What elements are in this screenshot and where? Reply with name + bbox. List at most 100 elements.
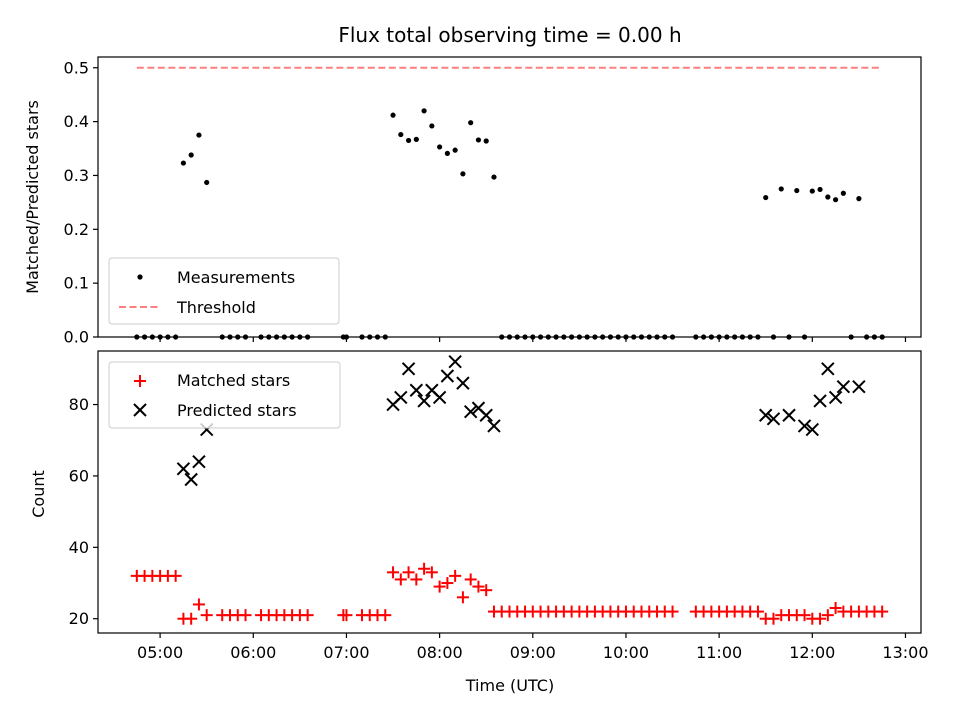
predicted-star-point (766, 412, 781, 426)
predicted-star-point (821, 362, 835, 376)
top-y-ticks: 0.0 0.1 0.2 0.3 0.4 0.5 (64, 58, 98, 347)
top-axes-frame (97, 56, 922, 338)
bottom-y-ticks: 20 40 60 80 (69, 395, 98, 628)
y-tick-label: 60 (69, 466, 89, 485)
measurement-point (398, 131, 404, 138)
matched-star-point (402, 566, 415, 579)
measurement-point (204, 179, 210, 186)
matched-star-point (798, 609, 811, 622)
bottom-panel: 20 40 60 80 05:00 06:00 07:00 08:00 09:00 10:00 1… (29, 350, 929, 695)
x-axis-label: Time (UTC) (465, 676, 554, 695)
measurement-point (421, 108, 427, 114)
matched-star-point (449, 569, 462, 582)
legend-predicted-marker (133, 403, 147, 417)
matched-star-point (239, 609, 252, 622)
matched-star-point (480, 584, 493, 597)
predicted-star-point (759, 408, 773, 422)
matched-star-point (433, 580, 446, 593)
matched-star-point (192, 598, 205, 611)
measurement-point (468, 120, 474, 126)
matched-star-point (425, 566, 438, 579)
bottom-axes-frame (97, 350, 922, 634)
predicted-star-point (417, 394, 431, 408)
x-tick-label: 10:00 (603, 643, 649, 662)
predicted-star-point (184, 472, 198, 487)
x-tick-label: 06:00 (230, 643, 276, 662)
predicted-star-point (440, 369, 455, 383)
measurement-point (840, 190, 846, 196)
y-tick-label: 0.2 (64, 220, 89, 239)
top-legend-box (108, 257, 340, 325)
measurement-point (794, 187, 800, 194)
measurement-point (390, 112, 396, 118)
x-tick-label: 08:00 (417, 643, 463, 662)
y-tick-label: 0.3 (64, 166, 89, 185)
predicted-star-point (409, 383, 424, 397)
measurement-point (452, 147, 458, 153)
matched-star-point (456, 591, 469, 604)
measurement-point (475, 137, 482, 143)
matched-star-point (410, 573, 423, 586)
predicted-star-point (456, 376, 470, 390)
matched-star-point (472, 580, 485, 593)
measurement-point (437, 144, 443, 150)
measurement-point (483, 138, 489, 144)
y-tick-label: 0.0 (64, 328, 89, 347)
legend-measurements-marker (137, 274, 143, 280)
predicted-star-point (782, 408, 796, 422)
predicted-star-point (487, 419, 501, 433)
measurement-point (413, 136, 419, 142)
measurement-point (763, 194, 769, 201)
predicted-star-point (448, 355, 462, 369)
legend-matched-marker (134, 375, 146, 387)
matched-star-point (185, 612, 198, 625)
x-tick-label: 05:00 (137, 643, 183, 662)
matched-star-point (814, 612, 827, 625)
measurement-point (778, 186, 784, 192)
matched-star-point (169, 569, 182, 582)
y-tick-label: 0.1 (64, 274, 89, 293)
matched-star-point (666, 605, 679, 618)
predicted-star-point (432, 390, 447, 405)
bottom-x-ticks: 05:00 06:00 07:00 08:00 09:00 10:00 11:00 12:00… (137, 633, 929, 662)
legend-matched-label: Matched stars (177, 371, 290, 390)
top-y-axis-label: Matched/Predicted stars (23, 100, 42, 294)
matched-star-point (379, 609, 392, 622)
measurement-point (196, 132, 202, 138)
measurement-point (809, 188, 815, 194)
chart-title: Flux total observing time = 0.00 h (338, 23, 681, 47)
y-tick-label: 20 (69, 609, 89, 628)
predicted-star-point (176, 462, 191, 476)
measurement-point (832, 197, 839, 203)
measurement-point (188, 152, 194, 158)
x-tick-label: 13:00 (882, 643, 928, 662)
matched-star-point (767, 612, 780, 625)
predicted-star-point (463, 404, 478, 419)
bottom-y-axis-label: Count (29, 470, 48, 518)
measurement-point (405, 137, 412, 144)
predicted-star-point (797, 419, 812, 433)
x-tick-label: 09:00 (510, 643, 556, 662)
predicted-star-point (852, 379, 866, 394)
matched-star-point (301, 609, 314, 622)
predicted-star-point (805, 422, 820, 437)
measurement-point (817, 186, 823, 193)
top-panel: 0.0 0.1 0.2 0.3 0.4 0.5 Matched/Predicted sta… (23, 56, 922, 347)
predicted-star-point (836, 379, 851, 394)
x-tick-label: 11:00 (696, 643, 742, 662)
bottom-legend: Matched stars Predicted stars (108, 361, 341, 429)
matched-star-point (751, 605, 764, 618)
top-legend: Measurements Threshold (108, 257, 340, 325)
matched-star-point (394, 573, 407, 586)
predicted-star-point (394, 390, 408, 405)
measurement-point (491, 174, 497, 180)
bottom-legend-box (108, 361, 341, 429)
predicted-star-point (479, 408, 493, 422)
bottom-marks (130, 355, 889, 625)
legend-threshold-label: Threshold (176, 298, 256, 317)
predicted-star-point (828, 390, 843, 405)
legend-measurements-label: Measurements (177, 268, 295, 287)
x-tick-label: 07:00 (323, 643, 369, 662)
legend-predicted-label: Predicted stars (177, 401, 297, 420)
matched-star-point (464, 573, 477, 586)
